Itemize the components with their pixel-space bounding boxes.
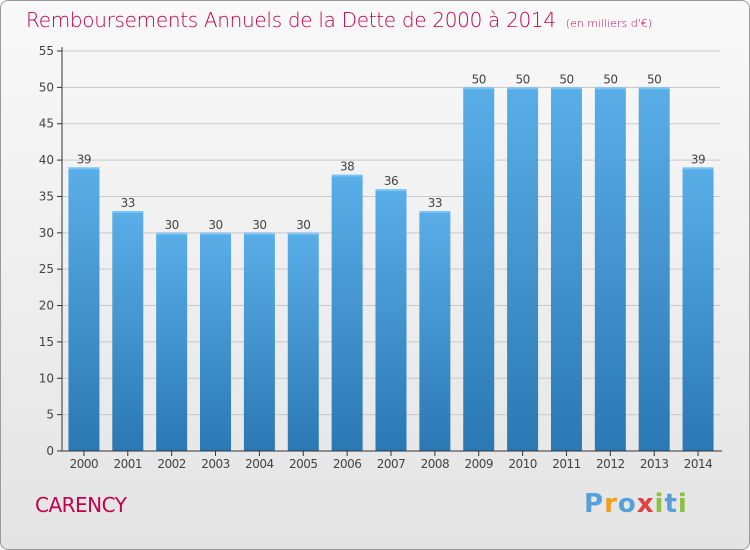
bar-highlight [507,87,539,90]
x-tick-label: 2012 [596,457,625,471]
bar-2012 [594,87,626,451]
bar-value-label: 33 [428,196,442,210]
bar-value-label: 30 [208,218,222,232]
logo-letter: x [636,489,655,519]
bar-2014 [682,167,714,451]
x-tick-label: 2003 [201,457,230,471]
logo-letter: P [584,489,605,519]
bar-highlight [682,167,714,170]
y-tick-label: 50 [39,80,54,94]
x-tick-label: 2000 [70,457,99,471]
bar-highlight [463,87,495,90]
y-tick-label: 30 [39,226,54,240]
y-tick-label: 25 [39,262,54,276]
logo-letter: i [654,489,665,519]
x-tick-label: 2004 [245,457,274,471]
bar-highlight [375,189,407,192]
x-tick-label: 2014 [684,457,713,471]
bar-highlight [112,211,144,213]
y-tick-label: 15 [39,335,54,349]
bar-2008 [419,211,451,451]
x-tick-label: 2001 [114,457,143,471]
y-tick-label: 0 [46,444,54,458]
logo-letter: r [604,489,618,519]
bar-2000 [68,167,100,451]
bar-highlight [200,232,232,235]
bar-highlight [68,167,100,170]
bar-value-label: 30 [296,218,310,232]
axes [57,47,722,456]
bar-2009 [463,87,495,451]
y-tick-label: 5 [46,408,54,422]
x-tick-label: 2005 [289,457,318,471]
bar-value-label: 50 [472,72,486,86]
bar-2003 [200,232,232,451]
bar-value-label: 30 [252,218,266,232]
bar-value-label: 33 [121,196,135,210]
bar-2010 [507,87,539,451]
y-tick-label: 40 [39,153,54,167]
logo-letter: t [664,489,678,519]
y-tick-label: 45 [39,117,54,131]
bar-highlight [243,232,275,235]
labels: 0 5 10 15 20 25 30 35 40 45 50 55 39 2000 33 2001 30 2002… [39,44,713,471]
bar-2005 [287,232,319,451]
bar-highlight [287,232,319,235]
bar-highlight [594,87,626,90]
chart-title-main: Remboursements Annuels de la Dette de 20… [26,8,556,32]
bar-value-label: 50 [647,72,661,86]
bar-highlight [156,232,188,235]
proxiti-logo: Proxiti [584,489,688,519]
x-tick-label: 2008 [421,457,450,471]
bar-value-label: 50 [515,72,529,86]
chart-title: Remboursements Annuels de la Dette de 20… [26,8,652,32]
y-tick-label: 20 [39,299,54,313]
bar-2002 [156,232,188,451]
logo-letter: i [677,489,688,519]
bar-value-label: 38 [340,160,354,174]
bar-value-label: 30 [165,218,179,232]
x-tick-label: 2009 [464,457,493,471]
bars [68,87,714,452]
bar-highlight [550,87,582,90]
bar-2013 [638,87,670,451]
bar-highlight [419,211,451,213]
x-tick-label: 2011 [552,457,581,471]
town-name: CARENCY [35,493,127,517]
x-tick-label: 2002 [157,457,186,471]
bar-2004 [243,232,275,451]
bar-value-label: 50 [603,72,617,86]
y-tick-label: 35 [39,189,54,203]
bar-2006 [331,174,363,452]
chart-title-unit: (en milliers d'€) [565,17,653,30]
bar-2007 [375,189,407,451]
bar-highlight [638,87,670,90]
bar-value-label: 39 [691,152,705,166]
x-tick-label: 2006 [333,457,362,471]
x-tick-label: 2013 [640,457,669,471]
bar-value-label: 39 [77,152,91,166]
y-tick-label: 55 [39,44,54,58]
x-tick-label: 2007 [377,457,406,471]
bar-highlight [331,174,363,177]
bar-value-label: 36 [384,174,398,188]
bar-2011 [550,87,582,451]
y-tick-label: 10 [39,371,54,385]
bar-2001 [112,211,144,451]
bar-value-label: 50 [559,72,573,86]
x-tick-label: 2010 [508,457,537,471]
logo-letter: o [617,489,637,519]
